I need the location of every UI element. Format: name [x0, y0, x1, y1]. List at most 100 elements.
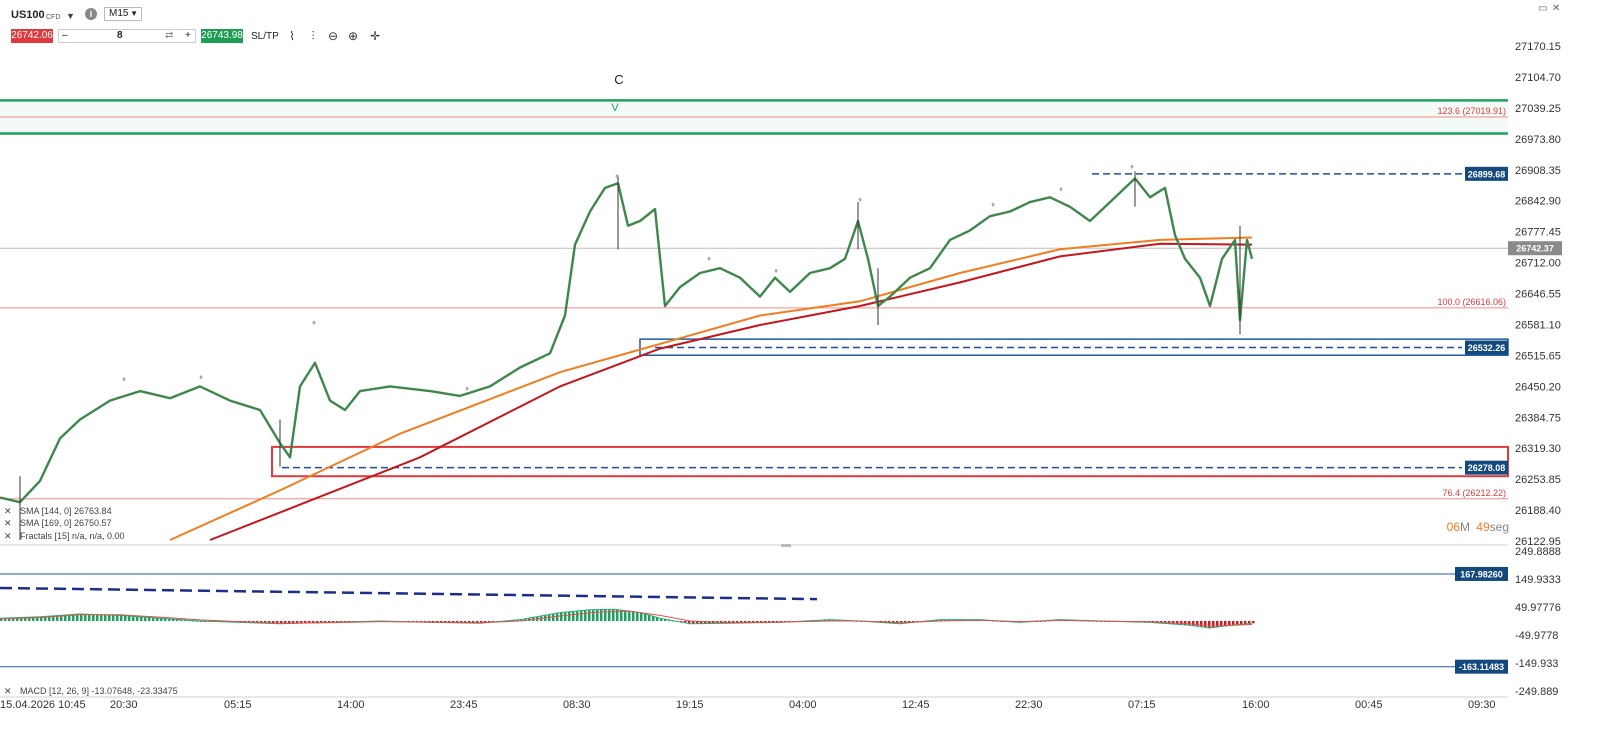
chevron-down-icon: ▼ [130, 9, 138, 18]
macd-histogram-bar [584, 610, 587, 621]
price-tick-label: 26712.00 [1515, 258, 1561, 270]
fractal-marker: ♦ [199, 372, 203, 381]
macd-histogram-bar [576, 611, 579, 621]
macd-histogram-bar [568, 611, 571, 621]
macd-histogram-bar [1224, 621, 1227, 627]
zoom-in-icon[interactable]: ⊕ [347, 29, 359, 43]
macd-histogram-bar [144, 617, 147, 621]
macd-histogram-bar [556, 613, 559, 621]
macd-histogram-bar [160, 618, 163, 621]
macd-histogram-bar [108, 614, 111, 621]
legend-sma169-icon[interactable]: ✕ [4, 518, 12, 528]
fractal-marker: ♦ [991, 200, 995, 209]
macd-histogram-bar [464, 621, 467, 623]
time-tick-label: 12:45 [902, 699, 930, 711]
decrease-button[interactable]: – [62, 30, 68, 41]
macd-level-tag-label: 167.98260 [1460, 569, 1503, 579]
price-tick-label: 26646.55 [1515, 289, 1561, 301]
macd-histogram-bar [460, 621, 463, 623]
price-tag-label: 26532.26 [1468, 343, 1506, 353]
sell-button[interactable]: 26742.06 [11, 29, 53, 43]
close-icon[interactable]: ✕ [1552, 3, 1561, 14]
macd-histogram-bar [684, 621, 687, 623]
macd-histogram-bar [276, 621, 279, 624]
macd-histogram-bar [824, 619, 827, 621]
sltp-button[interactable]: SL/TP [251, 31, 279, 42]
increase-button[interactable]: + [185, 30, 191, 41]
macd-histogram-bar [1040, 621, 1043, 622]
macd-histogram-bar [268, 621, 271, 624]
macd-histogram-bar [520, 619, 523, 621]
time-tick-label: 14:00 [337, 699, 365, 711]
macd-histogram-bar [104, 614, 107, 621]
reverse-icon[interactable]: ⇄ [165, 30, 174, 41]
wave-label-c: C [614, 72, 623, 87]
macd-histogram-bar [272, 621, 275, 624]
crosshair-icon[interactable]: ✛ [369, 29, 381, 43]
macd-histogram-bar [1208, 621, 1211, 628]
time-axis: 15.04.2026 10:45 20:30 05:15 14:00 23:45 08:3… [0, 699, 1496, 711]
macd-histogram-bar [1220, 621, 1223, 627]
macd-histogram-bar [592, 609, 595, 621]
fractal-marker: ♦ [122, 375, 126, 384]
legend-sma144-icon[interactable]: ✕ [4, 506, 12, 516]
macd-histogram-bar [740, 621, 743, 624]
restore-window-icon[interactable]: ▭ [1538, 3, 1548, 14]
legend-fractals[interactable]: Fractals [15] n/a, n/a, 0.00 [20, 531, 125, 541]
horizontal-levels: 123.6 (27019.91) 100.0 (26616.06) 76.4 (26… [0, 99, 1508, 500]
macd-histogram-bar [120, 615, 123, 621]
moving-averages [169, 236, 1253, 541]
macd-histogram-bar [688, 621, 691, 624]
price-tick-label: 27170.15 [1515, 41, 1561, 53]
macd-histogram-bar [696, 621, 699, 624]
macd-histogram-bar [328, 621, 331, 623]
macd-histogram-bar [628, 610, 631, 621]
symbol-dropdown-icon[interactable]: ▼ [66, 11, 75, 21]
macd-histogram-bar [32, 617, 35, 621]
symbol-label[interactable]: US100 [11, 9, 45, 21]
macd-tick-label: 49.97776 [1515, 602, 1561, 614]
line-chart-icon[interactable]: ⌇ [289, 29, 295, 43]
zone-box [271, 445, 1509, 478]
time-tick-label: 19:15 [676, 699, 704, 711]
timeframe-select[interactable]: M15 ▼ [104, 7, 142, 21]
zoom-out-icon[interactable]: ⊖ [327, 29, 339, 43]
price-tags: 26742.37 26899.68 26532.26 26278.08 [1465, 166, 1562, 475]
macd-histogram-bar [644, 613, 647, 621]
time-tick-label: 23:45 [450, 699, 478, 711]
indicators-icon[interactable]: ⫶ [311, 29, 315, 43]
macd-histogram-bar [640, 612, 643, 621]
legend-sma169[interactable]: SMA [169, 0] 26750.57 [20, 518, 112, 528]
macd-histogram-bar [728, 621, 731, 624]
macd-histogram-bar [1240, 621, 1243, 625]
macd-histogram-bar [300, 621, 303, 624]
price-tag [1465, 166, 1508, 181]
quantity-value[interactable]: 8 [117, 30, 123, 41]
legend-fractals-icon[interactable]: ✕ [4, 531, 12, 541]
info-icon[interactable]: i [85, 8, 97, 20]
macd-tick-label: 249.8888 [1515, 546, 1561, 558]
macd-histogram-bar [480, 621, 483, 624]
price-tag-label: 26899.68 [1468, 169, 1506, 179]
price-tag-label: 26278.08 [1468, 463, 1506, 473]
quantity-stepper[interactable]: – 8 ⇄ + [58, 29, 196, 43]
macd-histogram-bar [636, 612, 639, 621]
buy-button[interactable]: 26743.98 [201, 29, 243, 43]
macd-histogram-bar [48, 616, 51, 621]
legend-sma144[interactable]: SMA [144, 0] 26763.84 [20, 506, 112, 516]
macd-histogram-bar [564, 612, 567, 621]
price-tick-label: 26384.75 [1515, 412, 1561, 424]
fractal-marker: ♦ [707, 254, 711, 263]
macd-legend-icon[interactable]: ✕ [4, 686, 12, 696]
macd-legend[interactable]: MACD [12, 26, 9] -13.07648, -23.33475 [20, 686, 178, 696]
time-tick-label: 22:30 [1015, 699, 1043, 711]
macd-histogram-bar [608, 609, 611, 621]
macd-histogram-bar [56, 615, 59, 621]
price-line [0, 177, 1254, 504]
macd-histogram-bar [1188, 621, 1191, 626]
price-tick-label: 26188.40 [1515, 505, 1561, 517]
macd-histogram-bar [944, 619, 947, 621]
price-tick-label: 27104.70 [1515, 72, 1561, 84]
macd-histogram-bar [152, 617, 155, 621]
